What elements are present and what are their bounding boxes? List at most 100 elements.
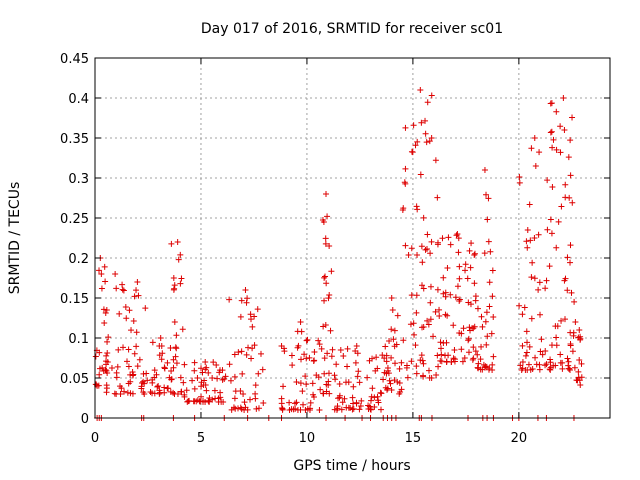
data-point bbox=[544, 226, 551, 233]
data-point bbox=[424, 317, 431, 324]
data-point bbox=[426, 138, 433, 145]
data-point bbox=[559, 365, 566, 372]
data-point bbox=[555, 218, 562, 225]
data-point bbox=[366, 357, 373, 364]
data-point bbox=[440, 274, 447, 281]
data-point bbox=[254, 306, 261, 313]
data-point bbox=[227, 377, 234, 384]
data-point bbox=[217, 394, 224, 401]
data-point bbox=[374, 365, 381, 372]
data-point bbox=[144, 377, 151, 384]
data-point bbox=[210, 359, 217, 366]
data-point bbox=[459, 358, 466, 365]
data-point bbox=[524, 367, 531, 373]
data-point bbox=[365, 402, 372, 409]
data-point bbox=[313, 372, 320, 379]
data-point bbox=[489, 361, 496, 368]
data-point bbox=[280, 383, 287, 390]
data-point bbox=[291, 400, 298, 407]
data-point bbox=[479, 323, 486, 330]
data-point bbox=[414, 251, 421, 258]
data-point bbox=[369, 385, 376, 392]
data-point bbox=[538, 336, 545, 343]
y-axis-label: SRMTID / TECUs bbox=[7, 182, 23, 295]
data-point bbox=[568, 289, 575, 296]
data-point bbox=[405, 251, 412, 258]
data-point bbox=[474, 351, 481, 358]
data-point bbox=[543, 277, 550, 284]
data-point bbox=[562, 181, 569, 188]
data-point bbox=[571, 298, 578, 305]
data-point bbox=[442, 311, 449, 318]
data-point bbox=[398, 386, 405, 393]
data-point bbox=[108, 364, 115, 371]
data-point bbox=[281, 345, 288, 352]
data-point bbox=[577, 335, 584, 342]
data-point bbox=[475, 360, 482, 367]
data-point bbox=[103, 306, 110, 313]
data-point bbox=[432, 157, 439, 164]
data-point bbox=[232, 388, 239, 395]
data-point bbox=[407, 321, 414, 328]
data-point bbox=[332, 376, 339, 383]
data-point bbox=[424, 231, 431, 238]
y-tick-label: 0.45 bbox=[60, 52, 89, 67]
data-point bbox=[516, 179, 523, 186]
data-point bbox=[422, 117, 429, 124]
data-point bbox=[516, 174, 523, 181]
data-point bbox=[253, 405, 260, 412]
data-point bbox=[238, 406, 245, 413]
data-point bbox=[129, 372, 136, 379]
data-point bbox=[240, 390, 247, 397]
data-point bbox=[226, 296, 233, 303]
data-point bbox=[519, 311, 526, 318]
x-tick-label: 20 bbox=[511, 431, 528, 446]
data-point bbox=[523, 238, 530, 245]
data-point bbox=[199, 369, 206, 376]
data-point bbox=[168, 367, 175, 374]
data-point bbox=[422, 246, 429, 253]
data-point bbox=[408, 245, 415, 252]
data-point bbox=[547, 129, 554, 136]
data-point bbox=[127, 390, 134, 397]
data-point bbox=[454, 283, 461, 290]
data-point bbox=[461, 354, 468, 361]
data-point bbox=[466, 247, 473, 254]
data-point bbox=[554, 323, 561, 330]
data-point bbox=[303, 337, 310, 344]
data-point bbox=[300, 401, 307, 408]
data-point bbox=[328, 353, 335, 360]
data-point bbox=[452, 294, 459, 301]
data-point bbox=[488, 330, 495, 337]
data-point bbox=[339, 399, 346, 406]
x-tick-label: 10 bbox=[299, 431, 316, 446]
data-point bbox=[414, 138, 421, 145]
data-point bbox=[567, 366, 574, 373]
data-point bbox=[319, 216, 326, 223]
data-point bbox=[133, 329, 140, 336]
data-point bbox=[320, 390, 327, 397]
data-point bbox=[528, 145, 535, 152]
data-point bbox=[472, 348, 479, 355]
data-point bbox=[173, 360, 180, 367]
data-point bbox=[562, 316, 569, 323]
data-point bbox=[164, 385, 171, 392]
data-point bbox=[133, 343, 140, 350]
data-point bbox=[156, 390, 163, 397]
data-point bbox=[408, 148, 415, 155]
data-point bbox=[391, 327, 398, 334]
data-point bbox=[113, 390, 120, 397]
x-tick-label: 15 bbox=[405, 431, 422, 446]
data-point bbox=[104, 369, 111, 376]
data-point bbox=[198, 365, 205, 372]
data-point bbox=[396, 390, 403, 397]
data-point bbox=[260, 399, 267, 406]
data-point bbox=[567, 137, 574, 144]
data-point bbox=[181, 361, 188, 368]
data-point bbox=[325, 295, 332, 302]
data-point bbox=[396, 379, 403, 386]
data-point bbox=[533, 361, 540, 368]
data-point bbox=[519, 342, 526, 349]
data-point bbox=[394, 312, 401, 319]
data-point bbox=[566, 194, 573, 201]
